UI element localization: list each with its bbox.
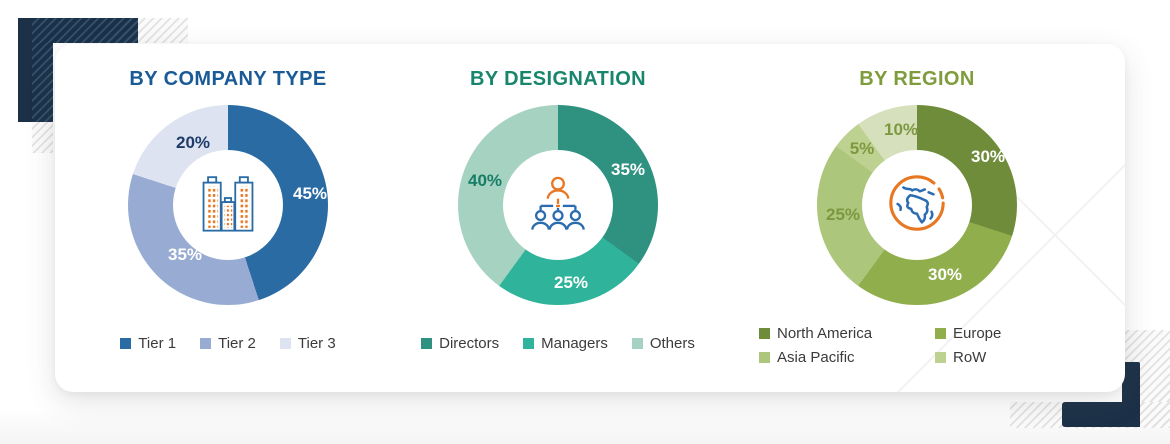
legend-label: Tier 1 bbox=[138, 335, 177, 352]
chart-title-region: BY REGION bbox=[859, 68, 975, 90]
legend-label: Europe bbox=[953, 325, 1002, 342]
chart-company-type: BY COMPANY TYPE bbox=[63, 68, 393, 352]
corner-accent-topleft-solid bbox=[18, 18, 32, 122]
legend-swatch bbox=[935, 352, 946, 363]
percent-label: 25% bbox=[825, 205, 861, 224]
corner-accent-bottomright-horizontal bbox=[1062, 402, 1140, 427]
legend-label: North America bbox=[777, 325, 873, 342]
percent-label: 10% bbox=[883, 120, 919, 139]
legend-item: Asia Pacific bbox=[759, 349, 935, 366]
donut-center-region bbox=[862, 150, 972, 260]
percent-label: 35% bbox=[610, 160, 646, 179]
donut-center-designation bbox=[503, 150, 613, 260]
infographic-card: BY COMPANY TYPE bbox=[55, 44, 1125, 392]
legend-region: North America Europe Asia Pacific RoW bbox=[759, 325, 1075, 366]
legend-swatch bbox=[759, 352, 770, 363]
legend-label: Asia Pacific bbox=[777, 349, 855, 366]
legend-label: Directors bbox=[439, 335, 500, 352]
org-chart-icon bbox=[527, 174, 589, 237]
percent-label: 40% bbox=[467, 171, 503, 190]
legend-swatch bbox=[523, 338, 535, 349]
legend-label: Others bbox=[649, 335, 695, 352]
buildings-icon bbox=[199, 173, 257, 238]
corner-accent-topleft-hatch-vertical bbox=[32, 43, 53, 122]
legend-item: North America bbox=[759, 325, 935, 342]
donut-center-company-type bbox=[173, 150, 283, 260]
legend-item: Tier 2 bbox=[200, 335, 256, 352]
legend-swatch bbox=[631, 338, 643, 349]
donut-designation: 35% 25% 40% bbox=[458, 105, 658, 305]
legend-swatch bbox=[279, 338, 291, 349]
percent-label: 30% bbox=[970, 147, 1006, 166]
percent-label: 35% bbox=[167, 245, 203, 264]
legend-item: Others bbox=[631, 335, 695, 352]
legend-swatch bbox=[759, 328, 770, 339]
donut-region: 30% 30% 25% 5% 10% bbox=[817, 105, 1017, 305]
legend-company-type: Tier 1 Tier 2 Tier 3 bbox=[120, 335, 336, 352]
percent-label: 45% bbox=[292, 184, 328, 203]
legend-swatch bbox=[120, 338, 132, 349]
legend-swatch bbox=[421, 338, 433, 349]
legend-item: RoW bbox=[935, 349, 1075, 366]
percent-label: 5% bbox=[849, 139, 875, 158]
legend-swatch bbox=[935, 328, 946, 339]
percent-label: 25% bbox=[553, 273, 589, 292]
legend-label: Tier 3 bbox=[297, 335, 336, 352]
donut-company-type: 45% 35% 20% bbox=[128, 105, 328, 305]
legend-item: Managers bbox=[523, 335, 608, 352]
legend-label: RoW bbox=[953, 349, 987, 366]
legend-designation: Directors Managers Others bbox=[421, 335, 695, 352]
percent-label: 30% bbox=[927, 265, 963, 284]
legend-swatch bbox=[200, 338, 212, 349]
corner-accent-topleft-hatch-horizontal bbox=[32, 18, 138, 43]
chart-designation: BY DESIGNATION bbox=[393, 68, 723, 352]
chart-region: BY REGION bbox=[752, 68, 1082, 366]
chart-title-company-type: BY COMPANY TYPE bbox=[129, 68, 327, 90]
legend-label: Managers bbox=[541, 335, 608, 352]
chart-title-designation: BY DESIGNATION bbox=[470, 68, 646, 90]
globe-icon bbox=[886, 172, 948, 239]
legend-item: Europe bbox=[935, 325, 1075, 342]
legend-item: Tier 1 bbox=[120, 335, 176, 352]
gray-hatch-topleft-lower bbox=[32, 122, 53, 153]
legend-item: Directors bbox=[421, 335, 499, 352]
legend-label: Tier 2 bbox=[218, 335, 256, 352]
legend-item: Tier 3 bbox=[279, 335, 336, 352]
percent-label: 20% bbox=[175, 133, 211, 152]
gray-hatch-topleft bbox=[138, 18, 188, 43]
